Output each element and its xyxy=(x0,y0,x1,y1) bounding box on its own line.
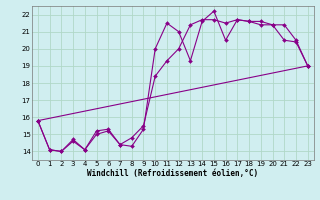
X-axis label: Windchill (Refroidissement éolien,°C): Windchill (Refroidissement éolien,°C) xyxy=(87,169,258,178)
